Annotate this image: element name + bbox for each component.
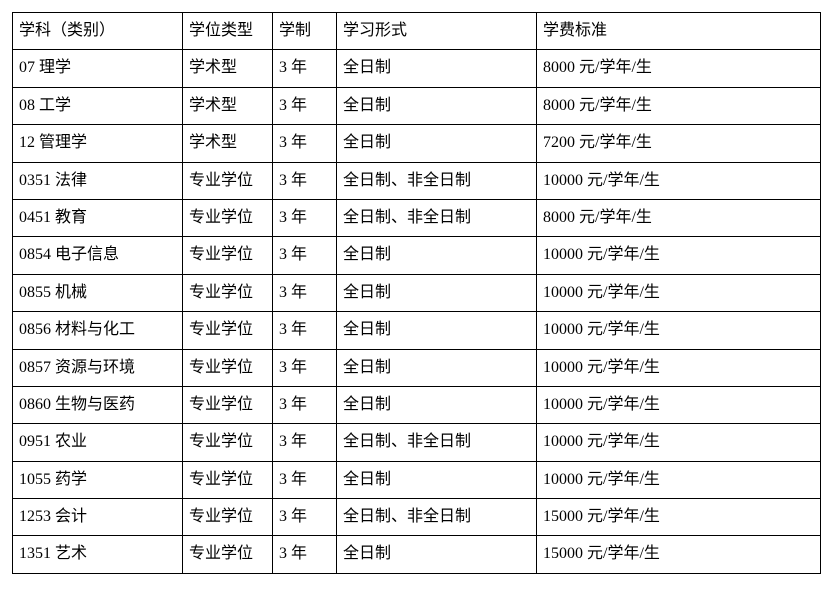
cell-duration: 3 年 — [273, 386, 337, 423]
cell-duration: 3 年 — [273, 274, 337, 311]
cell-duration: 3 年 — [273, 424, 337, 461]
cell-study-mode: 全日制 — [337, 461, 537, 498]
table-row: 1055 药学 专业学位 3 年 全日制 10000 元/学年/生 — [13, 461, 821, 498]
table-row: 0856 材料与化工 专业学位 3 年 全日制 10000 元/学年/生 — [13, 312, 821, 349]
tuition-table: 学科（类别） 学位类型 学制 学习形式 学费标准 07 理学 学术型 3 年 全… — [12, 12, 821, 574]
cell-duration: 3 年 — [273, 499, 337, 536]
cell-tuition: 10000 元/学年/生 — [537, 461, 821, 498]
cell-duration: 3 年 — [273, 349, 337, 386]
cell-duration: 3 年 — [273, 312, 337, 349]
cell-duration: 3 年 — [273, 125, 337, 162]
cell-tuition: 10000 元/学年/生 — [537, 424, 821, 461]
cell-subject: 0860 生物与医药 — [13, 386, 183, 423]
cell-tuition: 10000 元/学年/生 — [537, 312, 821, 349]
cell-subject: 1253 会计 — [13, 499, 183, 536]
cell-degree-type: 专业学位 — [183, 237, 273, 274]
header-duration: 学制 — [273, 13, 337, 50]
cell-degree-type: 专业学位 — [183, 536, 273, 573]
cell-subject: 07 理学 — [13, 50, 183, 87]
header-study-mode: 学习形式 — [337, 13, 537, 50]
table-row: 07 理学 学术型 3 年 全日制 8000 元/学年/生 — [13, 50, 821, 87]
table-row: 1253 会计 专业学位 3 年 全日制、非全日制 15000 元/学年/生 — [13, 499, 821, 536]
cell-subject: 0854 电子信息 — [13, 237, 183, 274]
cell-duration: 3 年 — [273, 87, 337, 124]
cell-tuition: 10000 元/学年/生 — [537, 162, 821, 199]
cell-study-mode: 全日制 — [337, 312, 537, 349]
table-row: 1351 艺术 专业学位 3 年 全日制 15000 元/学年/生 — [13, 536, 821, 573]
cell-tuition: 8000 元/学年/生 — [537, 50, 821, 87]
cell-tuition: 15000 元/学年/生 — [537, 536, 821, 573]
cell-subject: 0857 资源与环境 — [13, 349, 183, 386]
cell-degree-type: 专业学位 — [183, 199, 273, 236]
cell-subject: 0856 材料与化工 — [13, 312, 183, 349]
cell-degree-type: 专业学位 — [183, 499, 273, 536]
table-row: 0451 教育 专业学位 3 年 全日制、非全日制 8000 元/学年/生 — [13, 199, 821, 236]
cell-study-mode: 全日制 — [337, 386, 537, 423]
cell-degree-type: 专业学位 — [183, 274, 273, 311]
cell-tuition: 10000 元/学年/生 — [537, 274, 821, 311]
cell-tuition: 7200 元/学年/生 — [537, 125, 821, 162]
cell-tuition: 8000 元/学年/生 — [537, 87, 821, 124]
header-degree-type: 学位类型 — [183, 13, 273, 50]
cell-tuition: 10000 元/学年/生 — [537, 349, 821, 386]
cell-study-mode: 全日制 — [337, 50, 537, 87]
table-row: 0857 资源与环境 专业学位 3 年 全日制 10000 元/学年/生 — [13, 349, 821, 386]
cell-study-mode: 全日制 — [337, 237, 537, 274]
cell-subject: 1055 药学 — [13, 461, 183, 498]
cell-degree-type: 专业学位 — [183, 312, 273, 349]
cell-degree-type: 学术型 — [183, 50, 273, 87]
cell-subject: 0855 机械 — [13, 274, 183, 311]
cell-degree-type: 学术型 — [183, 125, 273, 162]
table-row: 0855 机械 专业学位 3 年 全日制 10000 元/学年/生 — [13, 274, 821, 311]
header-tuition: 学费标准 — [537, 13, 821, 50]
cell-duration: 3 年 — [273, 461, 337, 498]
cell-study-mode: 全日制、非全日制 — [337, 162, 537, 199]
cell-duration: 3 年 — [273, 162, 337, 199]
cell-subject: 1351 艺术 — [13, 536, 183, 573]
table-body: 07 理学 学术型 3 年 全日制 8000 元/学年/生 08 工学 学术型 … — [13, 50, 821, 573]
cell-duration: 3 年 — [273, 50, 337, 87]
cell-tuition: 10000 元/学年/生 — [537, 237, 821, 274]
cell-subject: 12 管理学 — [13, 125, 183, 162]
cell-degree-type: 专业学位 — [183, 386, 273, 423]
cell-degree-type: 学术型 — [183, 87, 273, 124]
cell-tuition: 8000 元/学年/生 — [537, 199, 821, 236]
cell-tuition: 15000 元/学年/生 — [537, 499, 821, 536]
table-row: 0854 电子信息 专业学位 3 年 全日制 10000 元/学年/生 — [13, 237, 821, 274]
cell-study-mode: 全日制 — [337, 87, 537, 124]
cell-duration: 3 年 — [273, 536, 337, 573]
cell-study-mode: 全日制 — [337, 349, 537, 386]
cell-subject: 0351 法律 — [13, 162, 183, 199]
table-row: 0951 农业 专业学位 3 年 全日制、非全日制 10000 元/学年/生 — [13, 424, 821, 461]
cell-degree-type: 专业学位 — [183, 461, 273, 498]
table-row: 0351 法律 专业学位 3 年 全日制、非全日制 10000 元/学年/生 — [13, 162, 821, 199]
table-row: 0860 生物与医药 专业学位 3 年 全日制 10000 元/学年/生 — [13, 386, 821, 423]
cell-degree-type: 专业学位 — [183, 162, 273, 199]
table-header-row: 学科（类别） 学位类型 学制 学习形式 学费标准 — [13, 13, 821, 50]
cell-study-mode: 全日制、非全日制 — [337, 424, 537, 461]
cell-subject: 0451 教育 — [13, 199, 183, 236]
cell-study-mode: 全日制、非全日制 — [337, 499, 537, 536]
cell-tuition: 10000 元/学年/生 — [537, 386, 821, 423]
cell-study-mode: 全日制 — [337, 274, 537, 311]
cell-study-mode: 全日制、非全日制 — [337, 199, 537, 236]
table-row: 12 管理学 学术型 3 年 全日制 7200 元/学年/生 — [13, 125, 821, 162]
cell-degree-type: 专业学位 — [183, 424, 273, 461]
cell-degree-type: 专业学位 — [183, 349, 273, 386]
cell-duration: 3 年 — [273, 237, 337, 274]
cell-duration: 3 年 — [273, 199, 337, 236]
table-row: 08 工学 学术型 3 年 全日制 8000 元/学年/生 — [13, 87, 821, 124]
cell-subject: 0951 农业 — [13, 424, 183, 461]
header-subject: 学科（类别） — [13, 13, 183, 50]
cell-study-mode: 全日制 — [337, 536, 537, 573]
cell-subject: 08 工学 — [13, 87, 183, 124]
cell-study-mode: 全日制 — [337, 125, 537, 162]
